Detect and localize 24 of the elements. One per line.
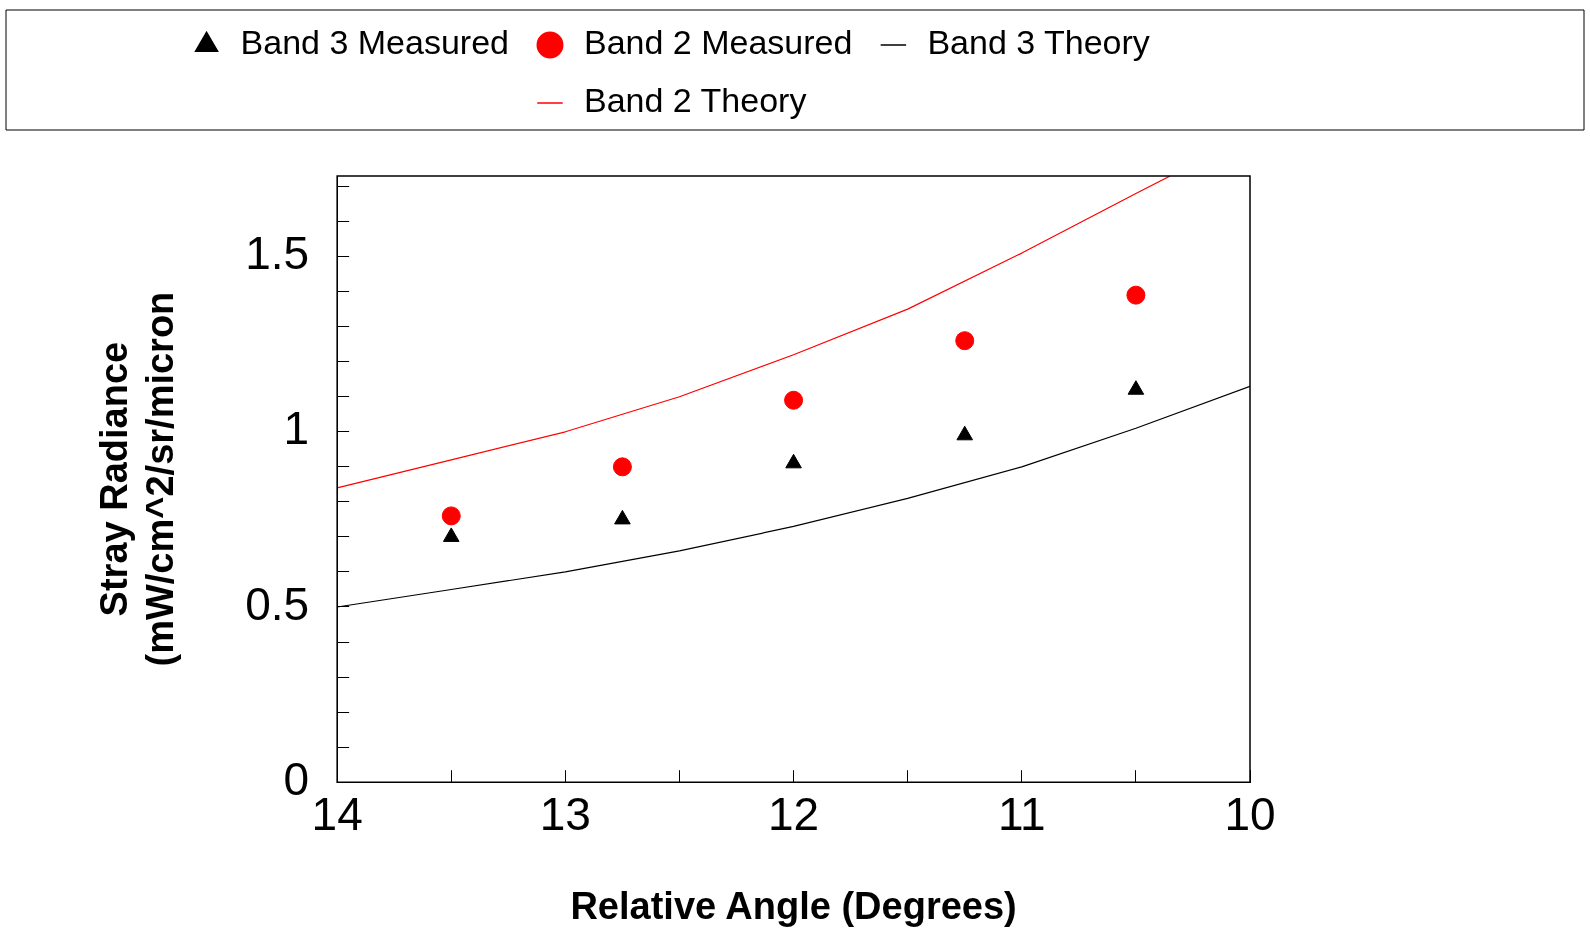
point [442, 527, 460, 542]
y-tick-label: 1.5 [245, 227, 310, 280]
legend-label: Band 3 Measured [240, 23, 509, 62]
point [785, 453, 802, 469]
y-tick-label: 0 [283, 752, 310, 805]
x-tick-label: 10 [1224, 788, 1276, 841]
y-axis-title: Stray Radiance (mW/cm^2/sr/micron [93, 291, 181, 667]
point [614, 509, 631, 525]
legend-label: Band 3 Theory [927, 23, 1150, 62]
point [784, 390, 804, 410]
x-axis-title: Relative Angle (Degrees) [570, 884, 1017, 927]
legend-label: Band 2 Measured [583, 23, 853, 62]
x-tick-label: 13 [539, 788, 591, 841]
x-tick-label: 11 [997, 788, 1046, 841]
point [1127, 380, 1145, 395]
point [612, 457, 632, 477]
legend-label: Band 2 Theory [583, 81, 807, 120]
y-tick-label: 1 [283, 402, 310, 455]
point [1126, 285, 1146, 305]
y-tick-label: 0.5 [245, 577, 310, 630]
x-tick-label: 12 [767, 788, 820, 841]
point [956, 425, 974, 441]
point [955, 331, 975, 351]
x-tick-label: 14 [311, 788, 363, 841]
